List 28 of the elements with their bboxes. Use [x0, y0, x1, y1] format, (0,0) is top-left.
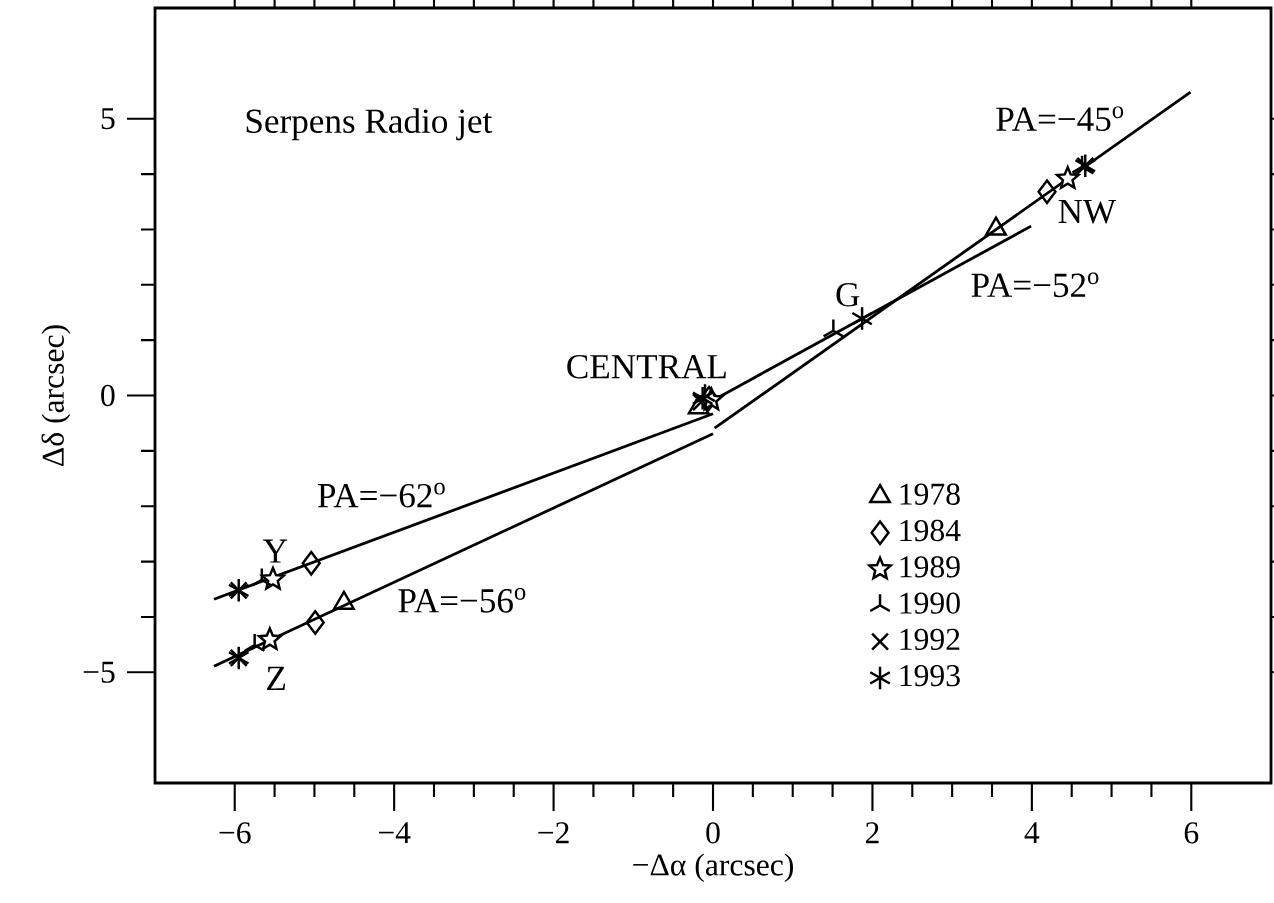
- annotation: CENTRAL: [567, 354, 726, 379]
- annotation: PA=−56$^{o}$: [398, 588, 526, 613]
- annotation: PA=−52$^{o}$: [971, 272, 1099, 298]
- legend-label: 1990: [900, 592, 960, 614]
- x-tick-label: 4: [1024, 822, 1040, 844]
- x-tick-label: −2: [538, 822, 569, 844]
- annotation: G: [836, 282, 860, 307]
- x-tick-label: −4: [378, 822, 411, 844]
- legend-label: 1989: [900, 556, 960, 578]
- annotation: Serpens Radio jet: [246, 108, 493, 141]
- annotation: PA=−45$^{o}$: [996, 106, 1124, 132]
- legend-label: 1978: [900, 483, 960, 505]
- annotation: Y: [263, 539, 288, 563]
- x-tick-label: −6: [219, 822, 251, 844]
- x-tick-label: 2: [865, 822, 879, 844]
- x-tick-label: 0: [706, 822, 720, 844]
- x-axis-title: −Δα (arcsec): [633, 853, 793, 883]
- x-tick-label: 6: [1184, 822, 1199, 844]
- y-axis-title: Δδ (arcsec): [41, 325, 71, 466]
- legend-label: 1993: [900, 665, 960, 687]
- legend-label: 1992: [900, 628, 960, 651]
- annotation: Z: [267, 666, 286, 690]
- legend-label: 1984: [900, 519, 961, 542]
- y-tick-label: 0: [101, 384, 115, 407]
- annotation: PA=−62$^{o}$: [317, 482, 445, 508]
- y-tick-label: 5: [101, 108, 115, 130]
- annotation: NW: [1058, 199, 1117, 224]
- y-tick-label: −5: [83, 661, 115, 683]
